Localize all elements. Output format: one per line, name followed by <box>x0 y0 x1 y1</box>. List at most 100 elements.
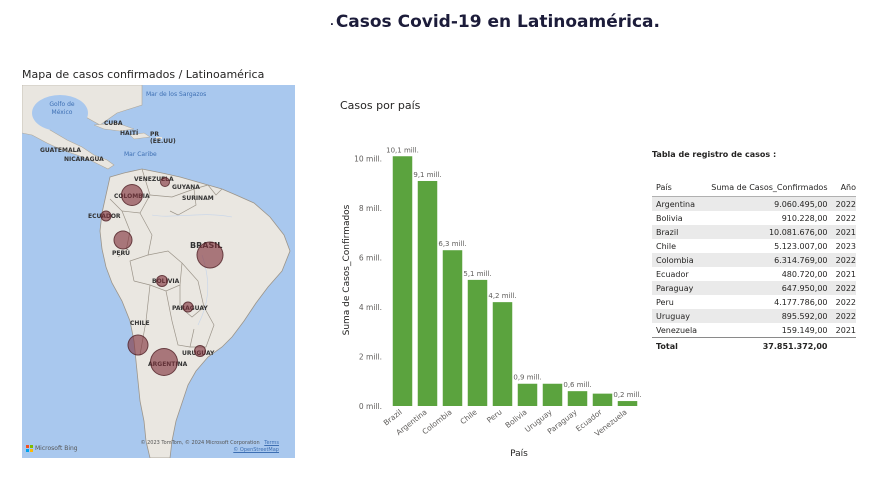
bubble-ecuador[interactable] <box>100 210 112 222</box>
table-total-row: Total 37.851.372,00 <box>652 337 856 354</box>
cell-anio: 2022 <box>835 311 856 321</box>
map-title: Mapa de casos confirmados / Latinoaméric… <box>22 68 265 81</box>
table-row[interactable]: Argentina 9.060.495,00 2022 <box>652 197 856 211</box>
bar[interactable] <box>517 383 538 406</box>
map-terms-link[interactable]: Terms <box>264 440 279 446</box>
map-visual[interactable]: Golfo de México Mar de los Sargazos CUBA… <box>22 85 295 458</box>
y-tick-label: 4 mill. <box>359 303 382 312</box>
map-label-cuba: CUBA <box>104 120 123 127</box>
data-label: 4,2 mill. <box>488 292 516 300</box>
cell-casos: 5.123.007,00 <box>774 241 828 251</box>
map-copyright: © 2023 TomTom, © 2024 Microsoft Corporat… <box>140 440 260 446</box>
table-row[interactable]: Paraguay 647.950,00 2022 <box>652 281 856 295</box>
data-label: 6,3 mill. <box>438 240 466 248</box>
table-row[interactable]: Brazil 10.081.676,00 2021 <box>652 225 856 239</box>
microsoft-logo-icon <box>26 445 33 452</box>
bubble-venezuela[interactable] <box>160 177 170 187</box>
cell-casos: 480.720,00 <box>781 269 828 279</box>
bubble-brasil[interactable] <box>196 241 224 269</box>
bar[interactable] <box>467 279 488 406</box>
bubble-chile[interactable] <box>127 334 149 356</box>
bubble-colombia[interactable] <box>121 184 143 206</box>
bar[interactable] <box>392 156 413 406</box>
table-row[interactable]: Uruguay 895.592,00 2022 <box>652 309 856 323</box>
cell-pais: Chile <box>656 241 677 251</box>
cell-pais: Bolivia <box>656 213 683 223</box>
table-header: País Suma de Casos_Confirmados Año <box>652 178 856 197</box>
table-row[interactable]: Peru 4.177.786,00 2022 <box>652 295 856 309</box>
map-label-nicaragua: NICARAGUA <box>64 156 104 163</box>
cell-casos: 159.149,00 <box>781 325 828 335</box>
map-label-haiti: HAITÍ <box>120 130 139 137</box>
header-casos[interactable]: Suma de Casos_Confirmados <box>711 182 828 192</box>
cell-anio: 2022 <box>835 255 856 265</box>
bar[interactable] <box>492 302 513 406</box>
x-tick-label: Chile <box>458 407 479 426</box>
bar-chart[interactable]: 0 mill. 2 mill. 4 mill. 6 mill. 8 mill. 10 mi… <box>335 120 645 465</box>
bar[interactable] <box>617 401 638 406</box>
bubble-argentina[interactable] <box>150 348 178 376</box>
cell-casos: 647.950,00 <box>781 283 828 293</box>
x-tick-label: Peru <box>485 407 504 425</box>
data-label: 10,1 mill. <box>386 146 419 154</box>
total-value: 37.851.372,00 <box>762 341 828 351</box>
cell-pais: Argentina <box>656 199 696 209</box>
table-row[interactable]: Ecuador 480.720,00 2021 <box>652 267 856 281</box>
header-anio[interactable]: Año <box>840 182 856 192</box>
cell-pais: Colombia <box>656 255 694 265</box>
cell-casos: 9.060.495,00 <box>774 199 828 209</box>
table-title: Tabla de registro de casos : <box>652 150 777 159</box>
data-label: 0,6 mill. <box>563 381 591 389</box>
bar[interactable] <box>442 250 463 406</box>
total-label: Total <box>656 341 678 351</box>
map-label-sargazos: Mar de los Sargazos <box>146 91 207 98</box>
map-label-guyana: GUYANA <box>172 184 200 191</box>
bubble-uruguay[interactable] <box>194 345 206 357</box>
cell-casos: 6.314.769,00 <box>774 255 828 265</box>
map-label-pr: PR (EE.UU) <box>150 131 176 145</box>
table-row[interactable]: Chile 5.123.007,00 2023 <box>652 239 856 253</box>
x-axis-title: País <box>510 449 528 459</box>
cell-pais: Peru <box>656 297 674 307</box>
bubble-peru[interactable] <box>113 230 133 250</box>
cell-anio: 2022 <box>835 199 856 209</box>
map-label-caribe: Mar Caribe <box>124 151 157 158</box>
bar[interactable] <box>567 391 588 406</box>
header-pais[interactable]: País <box>656 182 672 192</box>
map-label-guatemala: GUATEMALA <box>40 147 82 154</box>
table-row[interactable]: Bolivia 910.228,00 2022 <box>652 211 856 225</box>
cell-anio: 2022 <box>835 213 856 223</box>
table-body: Argentina 9.060.495,00 2022 Bolivia 910.228,… <box>652 197 856 337</box>
cell-pais: Brazil <box>656 227 679 237</box>
bar[interactable] <box>592 393 613 406</box>
cell-anio: 2023 <box>835 241 856 251</box>
table-row[interactable]: Colombia 6.314.769,00 2022 <box>652 253 856 267</box>
data-label: 0,9 mill. <box>513 374 541 382</box>
table-row[interactable]: Venezuela 159.149,00 2021 <box>652 323 856 337</box>
y-axis-title: Suma de Casos_Confirmados <box>342 204 352 335</box>
cell-anio: 2022 <box>835 283 856 293</box>
chart-title: Casos por país <box>340 99 421 112</box>
cell-pais: Venezuela <box>656 325 698 335</box>
map-label-venezuela: VENEZUELA <box>134 176 174 183</box>
map-provider: Microsoft Bing <box>35 445 78 452</box>
cell-anio: 2021 <box>835 227 856 237</box>
cell-anio: 2022 <box>835 297 856 307</box>
bubble-bolivia[interactable] <box>156 275 168 287</box>
y-tick-label: 8 mill. <box>359 204 382 213</box>
page-title: . Casos Covid-19 en Latinoamérica. <box>330 12 660 32</box>
map-label-golfo: Golfo de México <box>49 101 75 116</box>
data-label: 9,1 mill. <box>413 171 441 179</box>
bar[interactable] <box>417 180 438 406</box>
cell-pais: Paraguay <box>656 283 694 293</box>
map-canvas <box>22 85 291 458</box>
bar[interactable] <box>542 383 563 406</box>
data-label: 0,2 mill. <box>613 391 641 399</box>
y-tick-label: 2 mill. <box>359 353 382 362</box>
bing-logo: Microsoft Bing <box>26 445 78 452</box>
y-tick-label: 0 mill. <box>359 402 382 411</box>
map-label-chile: CHILE <box>130 320 150 327</box>
map-osm-link[interactable]: © OpenStreetMap <box>233 447 279 453</box>
cell-casos: 10.081.676,00 <box>768 227 828 237</box>
bubble-paraguay[interactable] <box>182 301 194 313</box>
